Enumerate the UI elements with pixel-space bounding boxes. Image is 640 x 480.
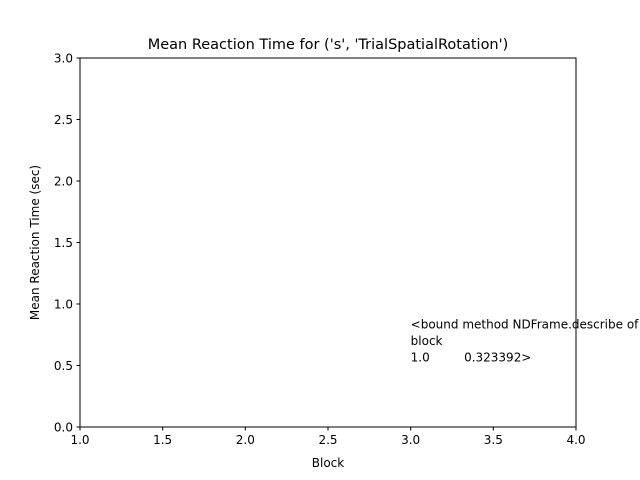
x-tick-label: 2.5 — [318, 433, 337, 447]
x-tick-label: 3.0 — [401, 433, 420, 447]
y-tick-label: 0.0 — [54, 421, 73, 435]
annotation-line: 1.0 0.323392> — [411, 351, 532, 365]
y-axis-label: Mean Reaction Time (sec) — [28, 165, 42, 320]
annotation-line: <bound method NDFrame.describe of — [411, 318, 640, 332]
y-tick-label: 0.5 — [54, 359, 73, 373]
x-axis-label: Block — [312, 456, 345, 470]
y-axis-ticks: 0.0 0.5 1.0 1.5 2.0 2.5 3.0 — [54, 52, 80, 435]
y-tick-label: 2.0 — [54, 175, 73, 189]
x-tick-label: 2.0 — [236, 433, 255, 447]
y-tick-label: 2.5 — [54, 113, 73, 127]
annotation-line: block — [411, 334, 443, 348]
x-tick-label: 1.5 — [153, 433, 172, 447]
y-tick-label: 1.5 — [54, 236, 73, 250]
x-axis-ticks: 1.0 1.5 2.0 2.5 3.0 3.5 4.0 — [70, 427, 586, 447]
x-tick-label: 3.5 — [484, 433, 503, 447]
chart-title: Mean Reaction Time for ('s', 'TrialSpati… — [148, 37, 509, 53]
plot-frame — [79, 57, 577, 428]
x-tick-label: 4.0 — [566, 433, 585, 447]
x-tick-label: 1.0 — [70, 433, 89, 447]
y-tick-label: 1.0 — [54, 298, 73, 312]
chart-annotation: <bound method NDFrame.describe of block 1.… — [411, 318, 640, 365]
y-tick-label: 3.0 — [54, 52, 73, 66]
plot-area — [80, 58, 576, 427]
